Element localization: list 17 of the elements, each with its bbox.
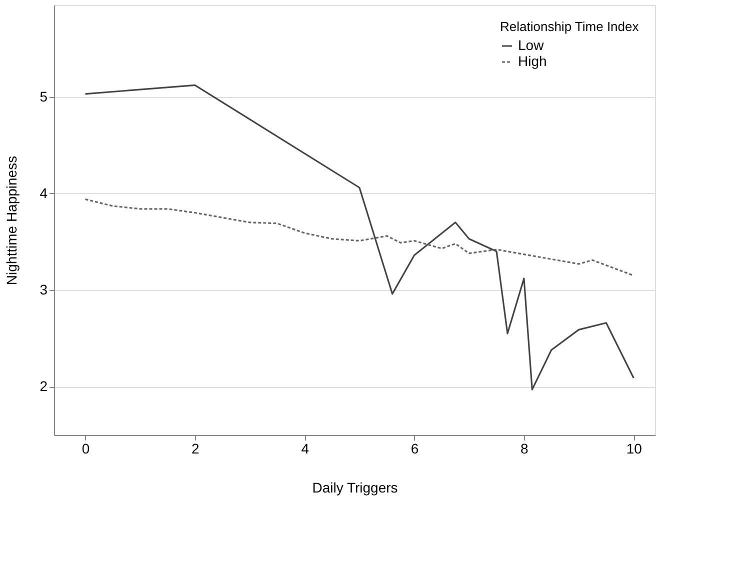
line-series xyxy=(84,84,634,390)
x-tick-label: 0 xyxy=(82,440,90,456)
y-tick-label: 2 xyxy=(40,378,48,394)
y-tick-label: 3 xyxy=(40,282,48,298)
x-tick-label: 10 xyxy=(626,440,642,456)
x-axis-title: Daily Triggers xyxy=(312,480,398,496)
x-tick-label: 6 xyxy=(410,440,419,456)
x-tick-label: 2 xyxy=(192,440,200,456)
y-tick-label: 4 xyxy=(40,184,48,201)
line-series xyxy=(84,198,634,276)
legend-title: Relationship Time Index xyxy=(500,19,640,34)
x-tick-label: 8 xyxy=(520,440,529,456)
y-axis-title: Nighttime Happiness xyxy=(4,156,20,286)
y-tick-label: 5 xyxy=(40,88,48,104)
legend-label: High xyxy=(518,53,547,69)
x-tick-label: 4 xyxy=(301,440,310,456)
legend-label: Low xyxy=(518,37,545,53)
